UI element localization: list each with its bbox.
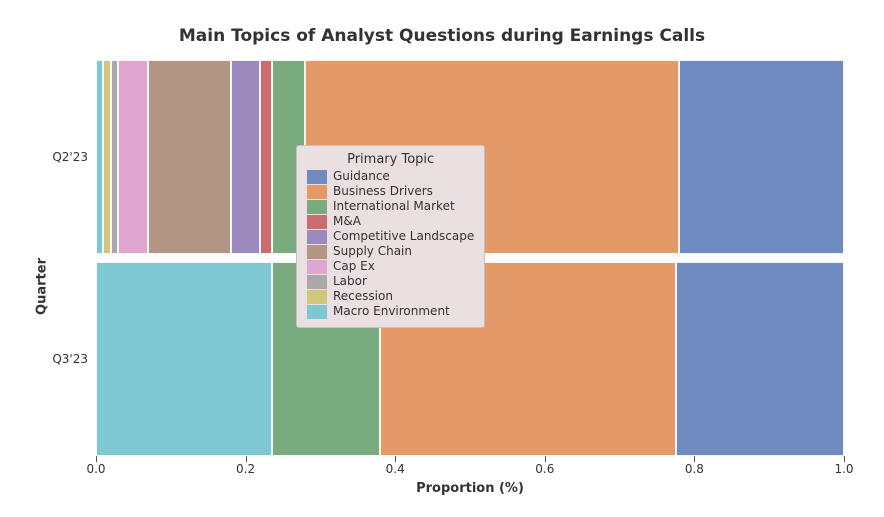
y-tick-label: Q3'23 [52, 352, 96, 366]
legend-swatch [307, 215, 327, 229]
legend-label: Supply Chain [333, 244, 412, 259]
legend-items: GuidanceBusiness DriversInternational Ma… [307, 169, 474, 319]
legend-item: Recession [307, 289, 474, 304]
legend-swatch [307, 170, 327, 184]
bar-segment [118, 60, 148, 254]
x-tick-label: 0.0 [86, 462, 105, 476]
legend: Primary Topic GuidanceBusiness DriversIn… [296, 145, 485, 328]
x-tick-label: 0.4 [386, 462, 405, 476]
legend-item: International Market [307, 199, 474, 214]
legend-item: Labor [307, 274, 474, 289]
x-tick-label: 0.6 [535, 462, 554, 476]
legend-label: M&A [333, 214, 361, 229]
bar-segment [231, 60, 261, 254]
legend-label: Guidance [333, 169, 390, 184]
bar-segment [96, 60, 103, 254]
bar-segment [679, 60, 844, 254]
legend-item: Business Drivers [307, 184, 474, 199]
figure: Main Topics of Analyst Questions during … [0, 0, 884, 517]
legend-item: Guidance [307, 169, 474, 184]
legend-item: Competitive Landscape [307, 229, 474, 244]
legend-swatch [307, 245, 327, 259]
x-axis-label: Proportion (%) [416, 481, 524, 496]
chart-title-line1: Main Topics of Analyst Questions during … [179, 26, 705, 46]
bar-segment [111, 60, 118, 254]
x-tick-label: 0.8 [685, 462, 704, 476]
bar-segment [103, 60, 110, 254]
legend-swatch [307, 185, 327, 199]
legend-swatch [307, 200, 327, 214]
y-tick-label: Q2'23 [52, 150, 96, 164]
legend-label: Labor [333, 274, 367, 289]
legend-title: Primary Topic [307, 152, 474, 167]
legend-label: International Market [333, 199, 455, 214]
bar-segment [96, 262, 272, 456]
legend-item: M&A [307, 214, 474, 229]
legend-swatch [307, 305, 327, 319]
legend-label: Macro Environment [333, 304, 450, 319]
legend-item: Macro Environment [307, 304, 474, 319]
legend-swatch [307, 290, 327, 304]
legend-label: Recession [333, 289, 393, 304]
x-tick-label: 0.2 [236, 462, 255, 476]
legend-swatch [307, 275, 327, 289]
legend-item: Supply Chain [307, 244, 474, 259]
legend-swatch [307, 230, 327, 244]
y-axis-label: Quarter [35, 258, 50, 315]
x-tick-label: 1.0 [834, 462, 853, 476]
bar-segment [148, 60, 230, 254]
legend-swatch [307, 260, 327, 274]
legend-label: Business Drivers [333, 184, 433, 199]
bar-segment [260, 60, 271, 254]
legend-label: Competitive Landscape [333, 229, 474, 244]
bar-segment [676, 262, 844, 456]
legend-item: Cap Ex [307, 259, 474, 274]
legend-label: Cap Ex [333, 259, 375, 274]
